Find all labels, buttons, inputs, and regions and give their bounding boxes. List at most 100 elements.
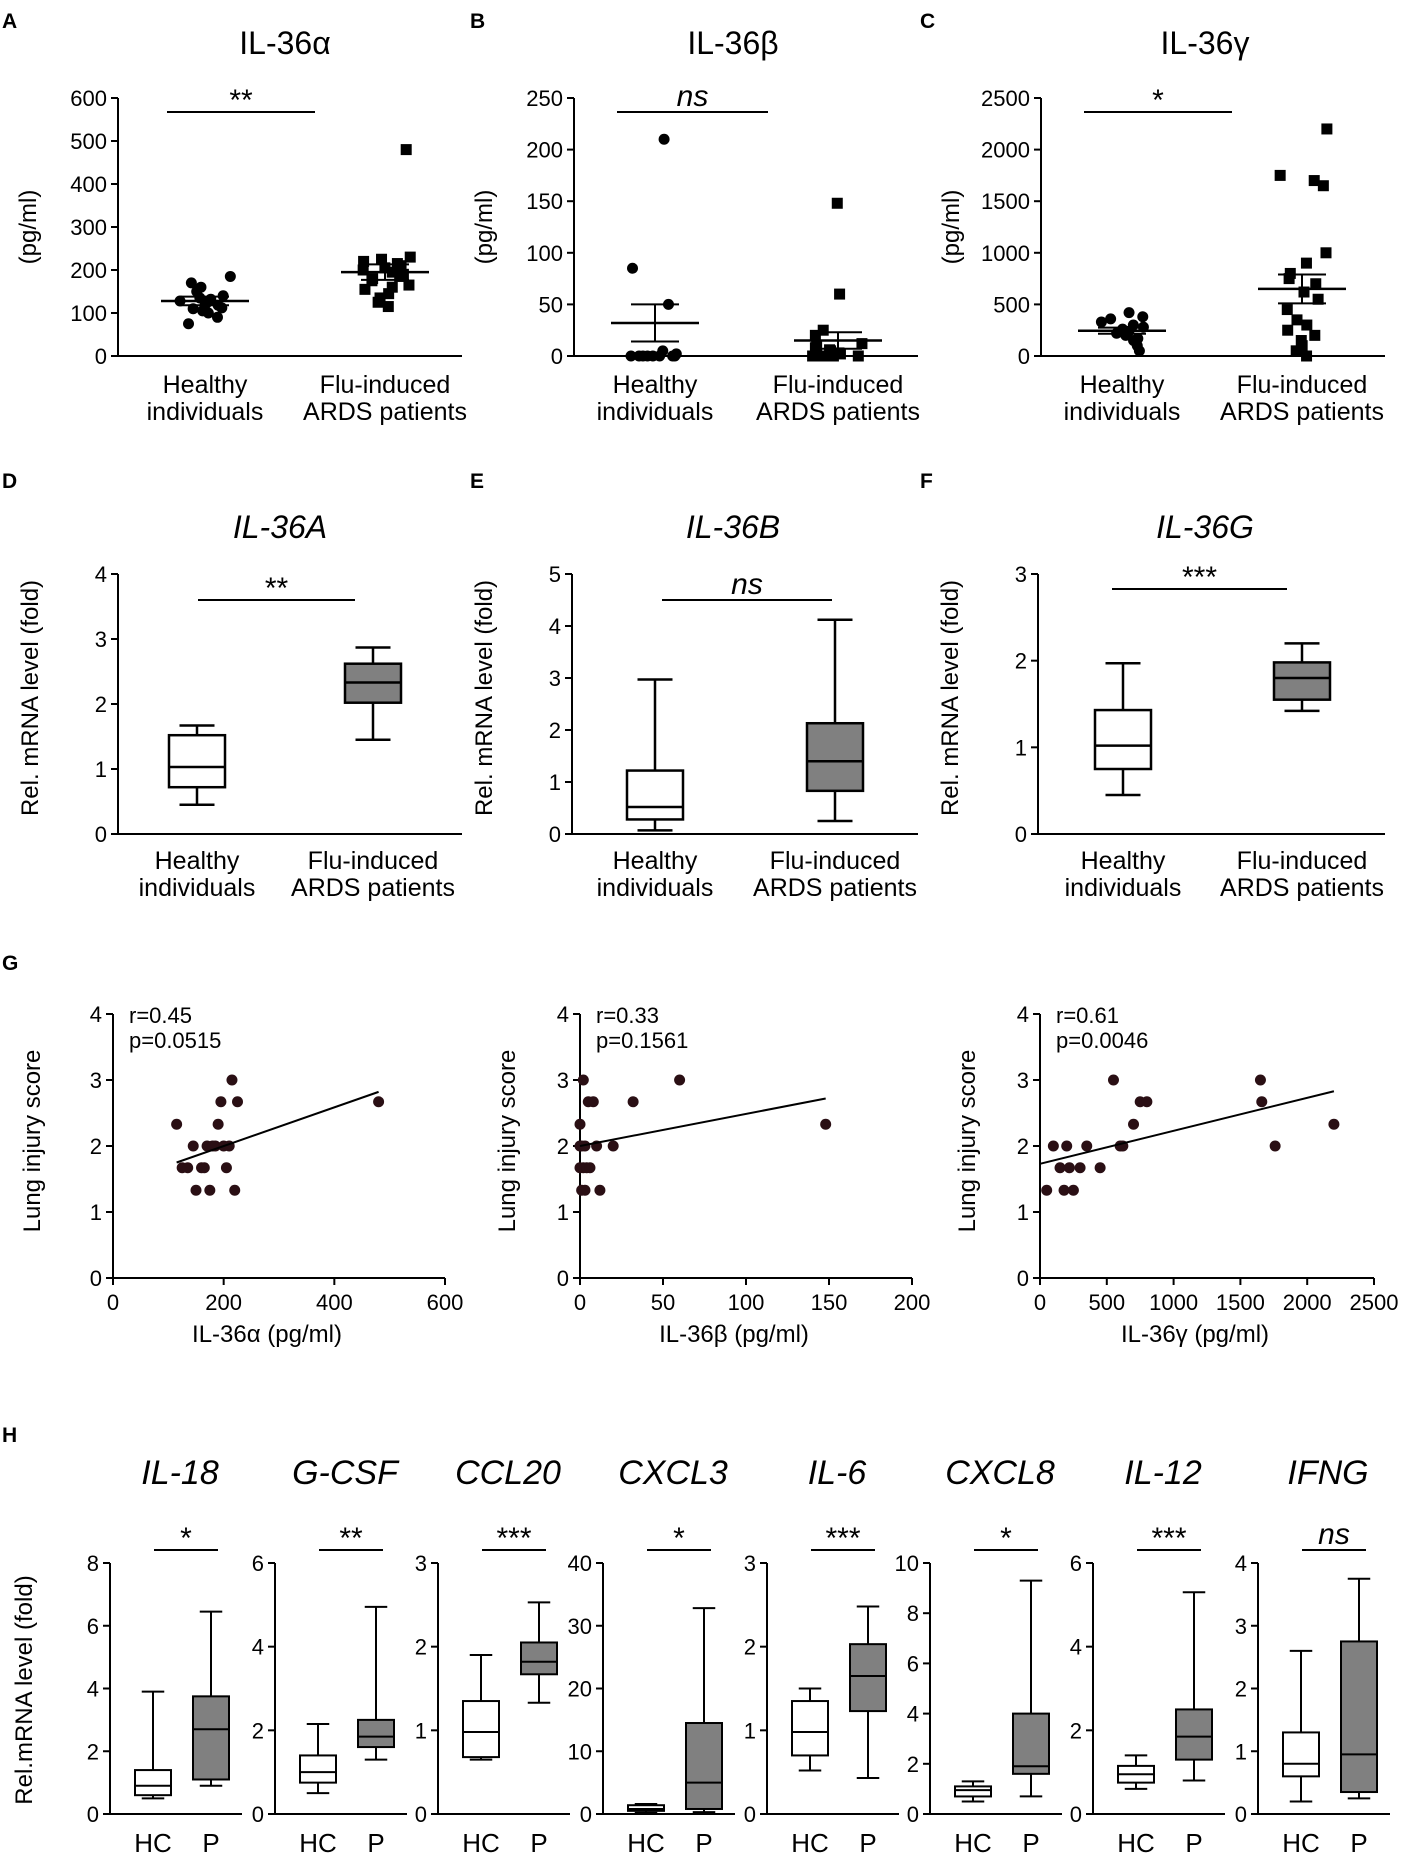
y-tick-label: 1: [1235, 1739, 1247, 1764]
category-label: Healthy: [163, 371, 248, 399]
data-point: [212, 1118, 224, 1130]
y-tick-label: 1: [557, 1200, 569, 1225]
data-point: [820, 1118, 832, 1130]
data-point: [1054, 1162, 1066, 1174]
data-point: [386, 281, 398, 293]
y-tick-label: 4: [907, 1702, 919, 1727]
data-point: [226, 1074, 238, 1086]
panel-h-chart-g-csf: 0 2 4 6 G-CSF HC P **: [252, 1454, 407, 1856]
y-tick-label: 0: [87, 1802, 99, 1827]
category-label: ARDS patients: [1220, 398, 1384, 426]
y-tick-label: 3: [744, 1551, 756, 1576]
x-tick-label: 600: [427, 1290, 464, 1315]
y-tick-label: 0: [557, 1266, 569, 1291]
box-iqr: [1282, 1731, 1320, 1778]
data-point: [809, 329, 821, 341]
data-point: [1137, 311, 1149, 323]
data-point: [182, 1162, 194, 1174]
category-label: Healthy: [155, 847, 240, 875]
y-tick-label: 3: [557, 1068, 569, 1093]
regression-line: [579, 1097, 826, 1147]
correlation-p: p=0.0046: [1056, 1028, 1148, 1053]
data-point: [367, 273, 379, 285]
y-tick-label: 2: [87, 1739, 99, 1764]
y-tick-label: 50: [539, 292, 563, 317]
data-point: [577, 1074, 589, 1086]
data-point: [1309, 329, 1321, 341]
data-point: [205, 293, 217, 305]
category-label: Flu-induced: [773, 371, 904, 399]
significance-label: **: [229, 84, 253, 117]
y-tick-label: 0: [1018, 344, 1030, 369]
y-tick-label: 150: [526, 189, 563, 214]
box-iqr: [1340, 1640, 1378, 1794]
chart-title: IL-18: [141, 1454, 219, 1492]
y-axis-label: Lung injury score: [494, 1050, 521, 1233]
x-tick-label: 500: [1088, 1290, 1125, 1315]
box-iqr: [1012, 1712, 1050, 1775]
panel-h-chart-cxcl8: 0 2 4 6 8 10 CXCL8 HC P *: [895, 1454, 1062, 1856]
data-point: [373, 1096, 385, 1108]
data-point: [811, 340, 823, 352]
chart-title: IL-6: [808, 1454, 867, 1492]
y-tick-label: 0: [252, 1802, 264, 1827]
chart-title: IL-36A: [233, 509, 327, 545]
category-label: Flu-induced: [1237, 371, 1368, 399]
chart-title: CCL20: [455, 1454, 561, 1492]
data-point: [1284, 267, 1296, 279]
y-tick-label: 0: [551, 344, 563, 369]
y-tick-label: 2: [1017, 1134, 1029, 1159]
category-label: HC: [134, 1828, 172, 1856]
y-tick-label: 6: [87, 1614, 99, 1639]
x-axis-label: IL-36γ (pg/ml): [1121, 1321, 1269, 1348]
y-tick-label: 400: [70, 172, 107, 197]
y-tick-label: 3: [415, 1551, 427, 1576]
y-axis-label: (pg/ml): [471, 190, 498, 265]
data-point: [627, 1096, 639, 1108]
category-label: HC: [1117, 1828, 1155, 1856]
data-point: [229, 1184, 241, 1196]
y-tick-label: 0: [1017, 1266, 1029, 1291]
data-point: [1320, 247, 1332, 259]
y-tick-label: 3: [549, 666, 561, 691]
y-tick-label: 10: [568, 1739, 592, 1764]
panel-label-d: D: [2, 470, 17, 493]
y-tick-label: 200: [70, 258, 107, 283]
data-point: [171, 1118, 183, 1130]
chart-title: G-CSF: [292, 1454, 400, 1492]
data-point: [1067, 1184, 1079, 1196]
y-tick-label: 1000: [981, 241, 1030, 266]
y-tick-label: 4: [1070, 1635, 1082, 1660]
data-point: [195, 281, 207, 293]
correlation-r: r=0.61: [1056, 1003, 1119, 1028]
panel-h-chart-cxcl3: 0 10 20 30 40 CXCL3 HC P *: [568, 1454, 735, 1856]
panel-g-chart-1: 0 1 2 3 4 0 200 400 600 IL-36α (pg/ml) Lung injury…: [19, 1002, 463, 1348]
category-label: HC: [462, 1828, 500, 1856]
y-tick-label: 250: [526, 86, 563, 111]
data-point: [1141, 1096, 1153, 1108]
data-point: [1063, 1162, 1075, 1174]
y-tick-label: 3: [95, 627, 107, 652]
box-iqr: [1175, 1708, 1213, 1761]
y-tick-label: 500: [70, 129, 107, 154]
data-point: [1301, 350, 1313, 362]
y-tick-label: 4: [557, 1002, 569, 1027]
category-label: HC: [791, 1828, 829, 1856]
panel-d-chart: IL-36A 0 1 2 3 4 Rel. mRNA level (fold) Healthy…: [17, 509, 462, 902]
significance-label: *: [673, 1522, 685, 1555]
data-point: [1061, 1140, 1073, 1152]
category-label: Healthy: [1080, 371, 1165, 399]
x-axis-label: IL-36α (pg/ml): [192, 1321, 342, 1348]
category-label: Healthy: [613, 847, 698, 875]
y-tick-label: 0: [95, 344, 107, 369]
y-axis-label: Rel. mRNA level (fold): [471, 580, 498, 816]
chart-title: IL-36α: [239, 25, 330, 61]
panel-g-chart-3: 0 1 2 3 4 0 500 1000 1500 2000 2500 IL-36γ (pg/ml) L…: [954, 1002, 1398, 1348]
y-tick-label: 0: [907, 1802, 919, 1827]
y-tick-label: 6: [1070, 1551, 1082, 1576]
data-point: [374, 292, 386, 304]
y-tick-label: 0: [580, 1802, 592, 1827]
data-point: [383, 288, 395, 300]
category-label: ARDS patients: [291, 874, 455, 902]
category-label: ARDS patients: [753, 874, 917, 902]
